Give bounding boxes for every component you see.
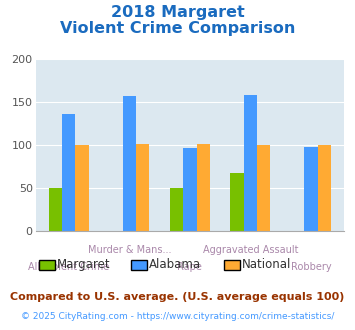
Bar: [230, 173, 244, 231]
Bar: [244, 95, 257, 231]
Bar: [257, 145, 271, 231]
Bar: [49, 188, 62, 231]
Text: 2018 Margaret: 2018 Margaret: [111, 5, 244, 20]
Text: Murder & Mans...: Murder & Mans...: [88, 245, 171, 255]
Text: Violent Crime Comparison: Violent Crime Comparison: [60, 21, 295, 36]
Text: Aggravated Assault: Aggravated Assault: [203, 245, 298, 255]
Text: Alabama: Alabama: [149, 258, 201, 272]
Bar: [183, 148, 197, 231]
Text: All Violent Crime: All Violent Crime: [28, 262, 109, 272]
Text: Rape: Rape: [178, 262, 202, 272]
Text: Margaret: Margaret: [57, 258, 110, 272]
Bar: [197, 144, 210, 231]
Bar: [170, 188, 183, 231]
Bar: [123, 96, 136, 231]
Bar: [62, 114, 76, 231]
Bar: [136, 144, 149, 231]
Bar: [76, 145, 89, 231]
Text: Robbery: Robbery: [291, 262, 331, 272]
Text: © 2025 CityRating.com - https://www.cityrating.com/crime-statistics/: © 2025 CityRating.com - https://www.city…: [21, 312, 334, 321]
Bar: [318, 145, 331, 231]
Text: National: National: [241, 258, 291, 272]
Text: Compared to U.S. average. (U.S. average equals 100): Compared to U.S. average. (U.S. average …: [10, 292, 345, 302]
Bar: [304, 147, 318, 231]
